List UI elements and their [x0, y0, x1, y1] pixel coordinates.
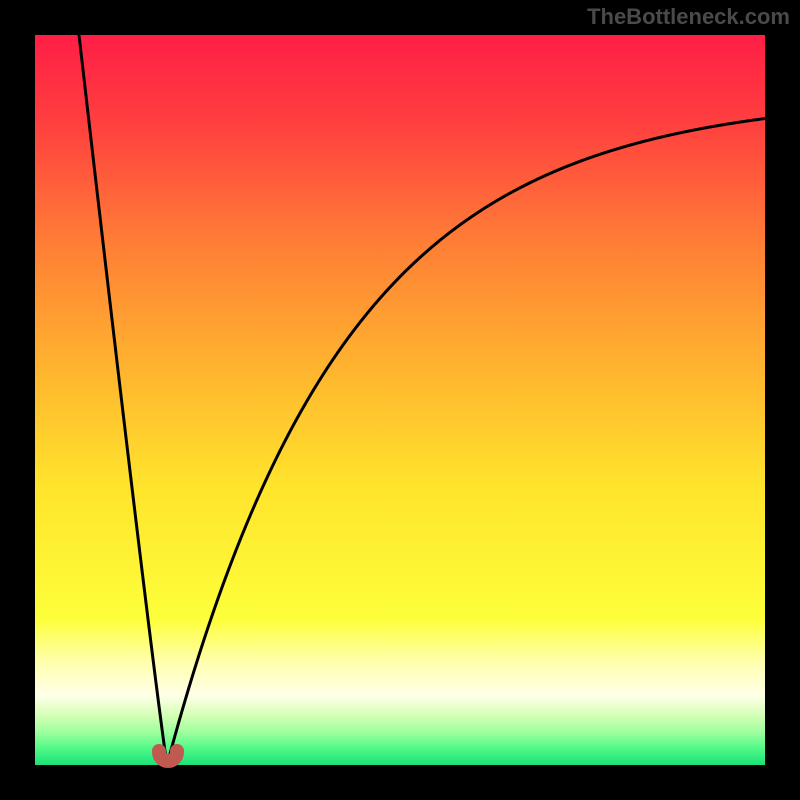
- attribution-text: TheBottleneck.com: [587, 4, 790, 30]
- plot-area: [35, 35, 765, 765]
- chart-svg: [0, 0, 800, 800]
- chart-container: { "canvas": { "width": 800, "height": 80…: [0, 0, 800, 800]
- gradient-background: [35, 35, 765, 765]
